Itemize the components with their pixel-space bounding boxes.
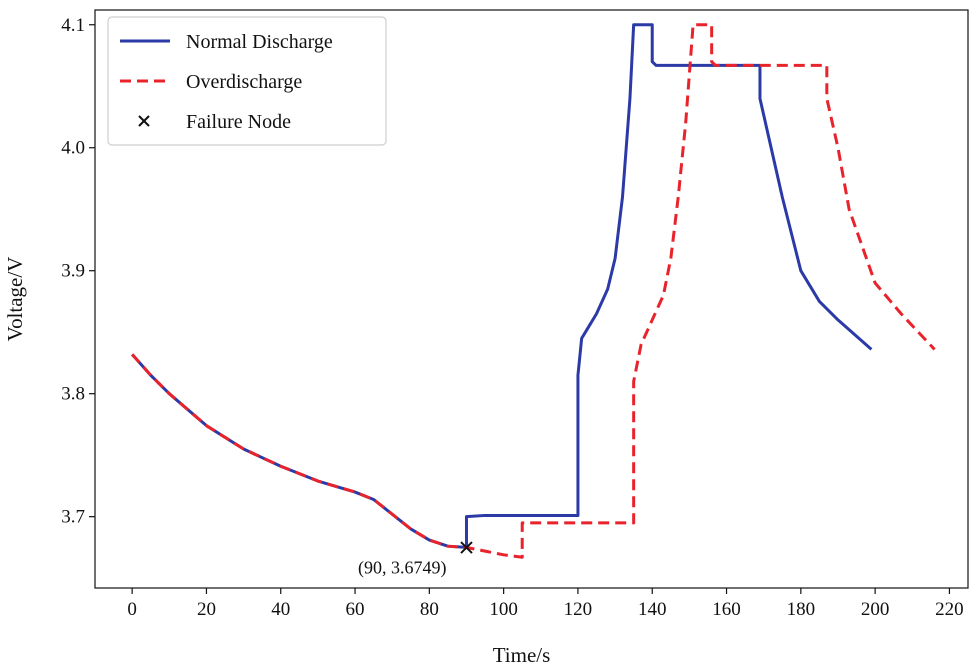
legend-box <box>107 16 387 146</box>
x-tick-label: 0 <box>127 599 137 620</box>
x-tick-label: 80 <box>420 599 439 620</box>
failure-node-annotation: (90, 3.6749) <box>358 558 447 579</box>
series-line-normal-discharge <box>131 23 873 549</box>
x-tick-label: 160 <box>712 599 741 620</box>
y-tick-label: 4.0 <box>61 138 85 159</box>
y-tick-label: 3.9 <box>61 261 85 282</box>
y-tick-label: 3.7 <box>61 507 85 528</box>
x-tick-label: 180 <box>787 599 816 620</box>
y-axis-title: Voltage/V <box>3 257 27 342</box>
x-tick-label: 140 <box>638 599 667 620</box>
x-tick-label: 100 <box>489 599 518 620</box>
y-tick-label: 3.8 <box>61 384 85 405</box>
x-tick-label: 200 <box>861 599 890 620</box>
legend-label: Overdischarge <box>186 71 302 93</box>
x-tick-label: 40 <box>271 599 290 620</box>
legend-marker-icon <box>138 115 150 127</box>
marker-stroke <box>460 541 473 554</box>
x-tick-label: 220 <box>935 599 964 620</box>
legend-item: Normal Discharge <box>120 31 333 53</box>
failure-node-marker <box>460 541 473 554</box>
x-tick-label: 20 <box>197 599 216 620</box>
legend-item: Overdischarge <box>120 71 302 93</box>
legend-item: Failure Node <box>138 111 291 133</box>
legend-label: Failure Node <box>186 111 291 133</box>
plot-frame <box>94 9 969 589</box>
legend-label: Normal Discharge <box>186 31 333 53</box>
series-line-overdischarge <box>131 23 936 559</box>
x-tick-label: 60 <box>346 599 365 620</box>
y-tick-label: 4.1 <box>61 15 85 36</box>
x-axis-title: Time/s <box>493 643 551 666</box>
x-tick-label: 120 <box>564 599 593 620</box>
